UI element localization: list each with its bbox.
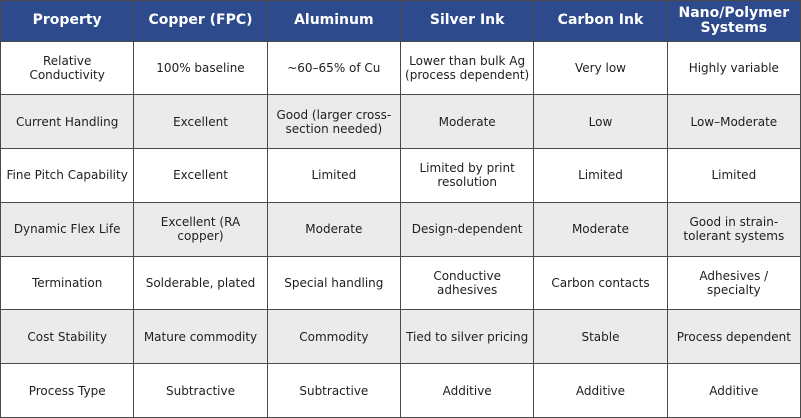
table-row: Current Handling Excellent Good (larger cr… <box>0 94 801 150</box>
header-cell: Aluminum <box>266 0 401 42</box>
row-label: Process Type <box>0 363 135 418</box>
table-row: Dynamic Flex Life Excellent (RA copper) Mo… <box>0 201 801 257</box>
table-cell: Stable <box>533 309 668 365</box>
table-cell: Good (larger cross-section needed) <box>266 94 401 150</box>
row-label: Termination <box>0 255 135 311</box>
table-row: Fine Pitch Capability Excellent Limited Lim… <box>0 148 801 203</box>
header-cell: Copper (FPC) <box>133 0 268 42</box>
header-cell: Property <box>0 0 135 42</box>
table-cell: ~60–65% of Cu <box>266 40 401 96</box>
row-label: Dynamic Flex Life <box>0 201 135 257</box>
table-cell: Carbon contacts <box>533 255 668 311</box>
table-cell: Excellent (RA copper) <box>133 201 268 257</box>
table-cell: Solderable, plated <box>133 255 268 311</box>
table-cell: Limited <box>666 148 801 203</box>
table-cell: Conductive adhesives <box>399 255 535 311</box>
table-row: Termination Solderable, plated Special han… <box>0 255 801 311</box>
header-cell: Silver Ink <box>399 0 535 42</box>
table-row: Cost Stability Mature commodity Commodity T… <box>0 309 801 365</box>
table-cell: Limited <box>533 148 668 203</box>
row-label: Current Handling <box>0 94 135 150</box>
row-label: Cost Stability <box>0 309 135 365</box>
table-cell: Moderate <box>399 94 535 150</box>
header-cell: Carbon Ink <box>533 0 668 42</box>
table-cell: Process dependent <box>666 309 801 365</box>
table-cell: Moderate <box>533 201 668 257</box>
table-cell: 100% baseline <box>133 40 268 96</box>
table-cell: Moderate <box>266 201 401 257</box>
header-row: Property Copper (FPC) Aluminum Silver Ink Ca… <box>0 0 801 42</box>
row-label: Relative Conductivity <box>0 40 135 96</box>
table-cell: Subtractive <box>133 363 268 418</box>
table-cell: Good in strain-tolerant systems <box>666 201 801 257</box>
header-cell: Nano/Polymer Systems <box>666 0 801 42</box>
table-cell: Limited by print resolution <box>399 148 535 203</box>
table-row: Process Type Subtractive Subtractive Additi… <box>0 363 801 418</box>
table-cell: Lower than bulk Ag (process dependent) <box>399 40 535 96</box>
table-cell: Excellent <box>133 94 268 150</box>
table-cell: Additive <box>399 363 535 418</box>
table-cell: Very low <box>533 40 668 96</box>
table-cell: Special handling <box>266 255 401 311</box>
row-label: Fine Pitch Capability <box>0 148 135 203</box>
table-cell: Excellent <box>133 148 268 203</box>
table-cell: Highly variable <box>666 40 801 96</box>
table-cell: Design-dependent <box>399 201 535 257</box>
table-cell: Mature commodity <box>133 309 268 365</box>
table-cell: Adhesives / specialty <box>666 255 801 311</box>
table-cell: Commodity <box>266 309 401 365</box>
table-cell: Additive <box>533 363 668 418</box>
table-cell: Subtractive <box>266 363 401 418</box>
table-cell: Tied to silver pricing <box>399 309 535 365</box>
table-cell: Low <box>533 94 668 150</box>
table-row: Relative Conductivity 100% baseline ~60–65… <box>0 40 801 96</box>
table-cell: Limited <box>266 148 401 203</box>
table-cell: Low–Moderate <box>666 94 801 150</box>
table-cell: Additive <box>666 363 801 418</box>
